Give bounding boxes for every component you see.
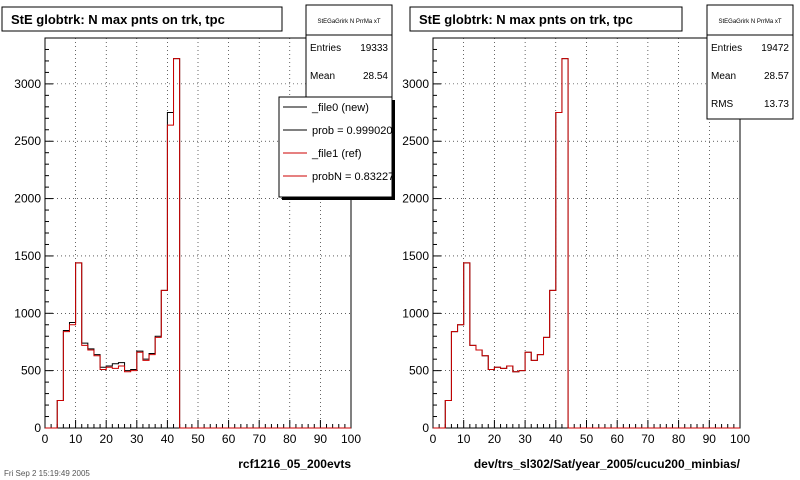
- chart-title: StE globtrk: N max pnts on trk, tpc: [419, 12, 633, 27]
- legend-label: probN = 0.832274: [312, 171, 400, 183]
- stats-value: 28.54: [363, 71, 388, 82]
- x-tick-label: 60: [222, 432, 236, 446]
- right-histogram-panel: 0 10 20 30 40 50 60 70 80 90 100050010001500200025…: [402, 4, 794, 471]
- ref-histogram-series: [45, 58, 351, 429]
- x-tick-label: 100: [341, 432, 361, 446]
- y-tick-label: 1000: [14, 306, 41, 320]
- x-tick-label: 50: [191, 432, 205, 446]
- stats-value: 19472: [761, 43, 789, 54]
- legend-entries: _file0 (new) prob = 0.999020 _file1 (ref) p…: [283, 102, 400, 183]
- y-tick-label: 3000: [14, 77, 41, 91]
- legend-label: _file1 (ref): [311, 148, 362, 160]
- x-tick-label: 60: [611, 432, 625, 446]
- legend-box: [278, 96, 393, 198]
- x-tick-label: 80: [672, 432, 686, 446]
- x-tick-label: 30: [130, 432, 144, 446]
- y-tick-label: 0: [34, 421, 41, 435]
- x-tick-label: 30: [518, 432, 532, 446]
- x-tick-label: 0: [42, 432, 49, 446]
- x-tick-label: 90: [314, 432, 328, 446]
- x-tick-label: 80: [283, 432, 297, 446]
- x-tick-label: 70: [641, 432, 655, 446]
- x-tick-label: 70: [253, 432, 267, 446]
- legend-label: prob = 0.999020: [312, 125, 392, 137]
- x-tick-label: 100: [730, 432, 750, 446]
- x-tick-label: 40: [549, 432, 563, 446]
- y-tick-label: 500: [409, 364, 429, 378]
- stats-value: 28.57: [764, 71, 789, 82]
- x-tick-label: 0: [430, 432, 437, 446]
- y-tick-label: 2500: [402, 134, 429, 148]
- y-tick-label: 0: [422, 421, 429, 435]
- left-histogram-panel: 0 10 20 30 40 50 60 70 80 90 100050010001500200025…: [1, 4, 400, 471]
- chart-title: StE globtrk: N max pnts on trk, tpc: [11, 12, 225, 27]
- stats-value: 13.73: [764, 99, 789, 110]
- x-axis-title: dev/trs_sl302/Sat/year_2005/cucu200_minb…: [474, 457, 741, 471]
- x-axis-title: rcf1216_05_200evts: [238, 457, 351, 471]
- stats-box: [706, 4, 794, 120]
- y-tick-label: 2500: [14, 134, 41, 148]
- x-tick-label: 50: [580, 432, 594, 446]
- y-tick-label: 1500: [402, 249, 429, 263]
- x-tick-label: 20: [488, 432, 502, 446]
- stats-label: Entries: [711, 43, 742, 54]
- x-tick-label: 90: [703, 432, 717, 446]
- plot-frame: [432, 37, 741, 429]
- y-tick-label: 2000: [14, 192, 41, 206]
- x-tick-label: 20: [100, 432, 114, 446]
- legend-label: _file0 (new): [311, 102, 369, 114]
- y-tick-label: 1000: [402, 306, 429, 320]
- y-tick-label: 3000: [402, 77, 429, 91]
- stats-name: StEGaGrirk N PrrMa xT: [718, 19, 781, 25]
- title-box: [1, 6, 283, 32]
- title-box: [409, 6, 683, 32]
- stats-name: StEGaGrirk N PrrMa xT: [317, 19, 380, 25]
- stats-label: Entries: [310, 43, 341, 54]
- ref-histogram-series: [433, 58, 740, 429]
- stats-value: 19333: [360, 43, 388, 54]
- stats-label: Mean: [310, 71, 335, 82]
- y-tick-label: 2000: [402, 192, 429, 206]
- y-tick-label: 1500: [14, 249, 41, 263]
- x-tick-label: 40: [161, 432, 175, 446]
- x-tick-label: 10: [457, 432, 471, 446]
- footer-timestamp: Fri Sep 2 15:19:49 2005: [4, 469, 90, 478]
- stats-label: RMS: [711, 99, 734, 110]
- x-tick-label: 10: [69, 432, 83, 446]
- y-tick-label: 500: [21, 364, 41, 378]
- stats-label: Mean: [711, 71, 736, 82]
